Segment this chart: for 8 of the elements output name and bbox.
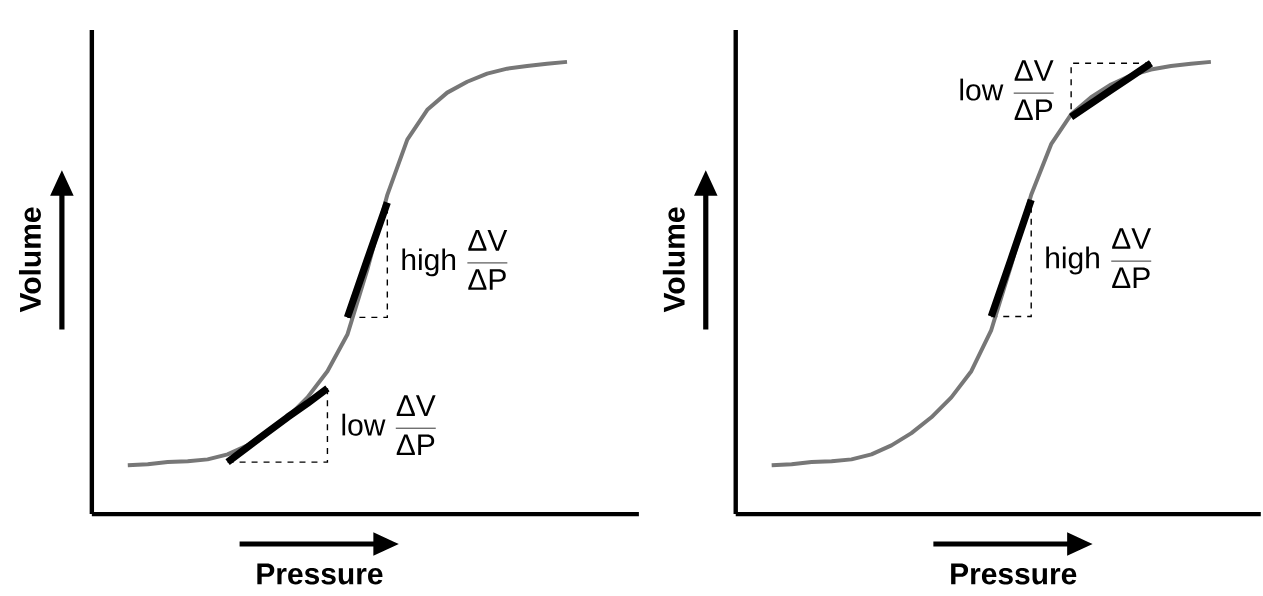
y-axis-title: Volume — [662, 207, 685, 313]
annotation: $\textsf{high}\;\frac{\textsf{ΔV}}{\textsf{ΔP}}$ — [402, 230, 508, 290]
x-axis-title: Pressure — [257, 563, 383, 585]
y-axis-title: Volume — [18, 207, 41, 313]
annotation: $\textsf{high}\;\frac{\textsf{ΔV}}{\textsf{ΔP}}$ — [1046, 228, 1152, 289]
x-axis-title: Pressure — [951, 563, 1077, 585]
annotation: $\textsf{low}\;\frac{\textsf{ΔV}}{\textsf{ΔP}}$ — [960, 60, 1054, 121]
annotation: $\textsf{low}\;\frac{\textsf{ΔV}}{\textsf{ΔP}}$ — [342, 395, 436, 456]
